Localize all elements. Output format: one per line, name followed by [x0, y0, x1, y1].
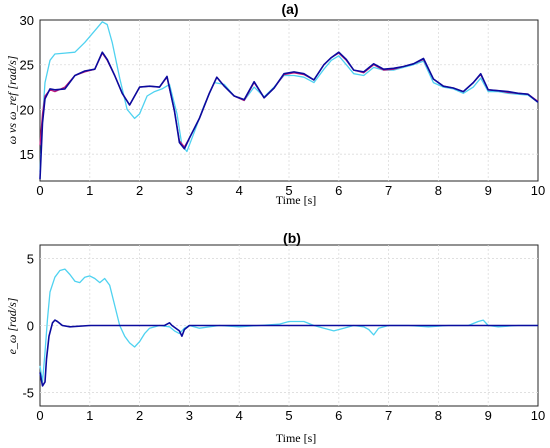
x-tick-label: 0	[36, 408, 43, 423]
y-tick-label: 25	[20, 58, 34, 73]
y-tick-label: -5	[22, 386, 34, 401]
x-tick-label: 5	[285, 183, 292, 198]
x-tick-label: 1	[86, 183, 93, 198]
x-tick-label: 0	[36, 183, 43, 198]
panel-a-series	[39, 21, 539, 180]
panel-b: (b) 0 1 2 3 4 5 6 7 8 9 10 -505 Time [s] e_ω [rad/…	[5, 230, 545, 445]
x-tick-label: 6	[335, 408, 342, 423]
x-tick-label: 7	[385, 183, 392, 198]
y-tick-label: 20	[20, 102, 34, 117]
panel-b-y-label: e_ω [rad/s]	[5, 297, 19, 354]
x-tick-label: 6	[335, 183, 342, 198]
x-tick-label: 9	[485, 183, 492, 198]
panel-b-x-label: Time [s]	[276, 431, 317, 445]
x-tick-label: 4	[236, 408, 243, 423]
x-tick-label: 9	[485, 408, 492, 423]
panel-a-title: (a)	[281, 1, 298, 17]
y-tick-label: 30	[20, 13, 34, 28]
panel-b-x-ticks: 0 1 2 3 4 5 6 7 8 9 10	[36, 408, 545, 423]
panel-a-grid	[40, 20, 538, 181]
panel-a-x-label: Time [s]	[276, 193, 317, 207]
x-tick-label: 3	[186, 183, 193, 198]
y-tick-label: 5	[27, 251, 34, 266]
x-tick-label: 10	[531, 408, 545, 423]
x-tick-label: 7	[385, 408, 392, 423]
panel-a-x-ticks: 0 1 2 3 4 5 6 7 8 9 10	[36, 183, 545, 198]
series-line-0	[39, 21, 539, 173]
x-tick-label: 2	[136, 183, 143, 198]
y-tick-label: 0	[27, 319, 34, 334]
series-line-1	[39, 319, 538, 387]
panel-a-y-label: ω vs ω_ref [rad/s]	[5, 55, 19, 144]
x-tick-label: 8	[435, 183, 442, 198]
panel-a: (a) 0 1 2 3 4 5 6 7 8 9 10 15 20 25 30 Time [s] ω vs …	[5, 1, 545, 207]
panel-b-series	[39, 268, 538, 387]
x-tick-label: 5	[285, 408, 292, 423]
panel-a-y-ticks: 15 20 25 30	[20, 13, 34, 162]
x-tick-label: 4	[236, 183, 243, 198]
x-tick-label: 1	[86, 408, 93, 423]
x-tick-label: 2	[136, 408, 143, 423]
x-tick-label: 8	[435, 408, 442, 423]
series-line-2	[39, 51, 539, 180]
panel-b-y-ticks: -5 0 5	[22, 251, 34, 400]
x-tick-label: 3	[186, 408, 193, 423]
x-tick-label: 10	[531, 183, 545, 198]
panel-b-title: (b)	[283, 230, 301, 246]
y-tick-label: 15	[20, 147, 34, 162]
